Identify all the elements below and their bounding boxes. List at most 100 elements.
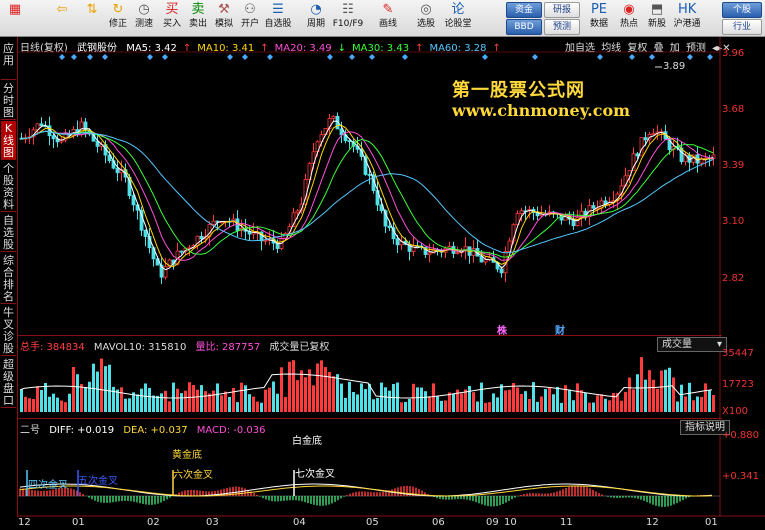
hk-button[interactable]: HK 沪港通 <box>673 1 700 35</box>
candle <box>107 154 112 162</box>
volume-bar <box>156 395 159 412</box>
stock-button[interactable]: 个股 <box>722 2 762 18</box>
volume-bar <box>696 396 699 412</box>
period-label[interactable]: 日线(复权) <box>20 43 68 54</box>
predict-button[interactable]: 预测 <box>685 43 706 54</box>
forum-icon: 论 <box>451 2 465 17</box>
volume-bar <box>708 389 711 412</box>
restore-rights-button[interactable]: 复权 <box>627 43 648 54</box>
volume-bar <box>576 383 579 412</box>
bbd-button[interactable]: BBD <box>506 19 542 35</box>
candle <box>143 229 148 237</box>
updown-button[interactable]: ⇅ <box>80 1 104 35</box>
volume-bar <box>672 377 675 412</box>
volume-bar <box>436 396 439 412</box>
volume-bar <box>600 394 603 412</box>
sell-button[interactable]: 卖卖出 <box>186 1 210 35</box>
volume-bar <box>424 391 427 412</box>
toolbar-button-label: F10/F9 <box>332 19 364 29</box>
signal-diamond-icon <box>349 54 355 60</box>
list-icon: ☰ <box>272 2 284 17</box>
toolbar-button-label: 测速 <box>134 19 153 29</box>
filter-button[interactable]: ◎ 选股 <box>414 1 438 35</box>
volume-bar <box>400 402 403 412</box>
candle <box>479 255 484 263</box>
volume-bar <box>572 400 575 412</box>
volume-bar <box>344 397 347 412</box>
toolbar-button-label: 修正 <box>108 19 127 29</box>
volume-bar <box>92 363 95 412</box>
toolbar-button-label: 热点 <box>619 19 638 29</box>
volume-bar <box>452 393 455 412</box>
volume-bar <box>496 397 499 412</box>
volume-bar <box>556 386 559 412</box>
sidebar-tab-intraday[interactable]: 分时图 <box>1 82 16 120</box>
newstock-button[interactable]: ⬒ 新股 <box>645 1 669 35</box>
candle <box>159 264 164 278</box>
toolbar-button-label: 新股 <box>647 19 666 29</box>
volume-bar <box>592 402 595 412</box>
forum-button[interactable]: 论论股堂 <box>444 1 471 35</box>
sidebar-tab-kline[interactable]: K线图 <box>1 121 16 160</box>
pe-icon: PE <box>590 2 608 17</box>
volume-bar <box>544 389 547 412</box>
signal-diamond-icon <box>649 54 655 60</box>
research-button[interactable]: 研报 <box>544 2 580 18</box>
volume-bar <box>152 395 155 412</box>
event-marker-finance[interactable]: 财 <box>555 326 565 337</box>
buy-button[interactable]: 买买入 <box>160 1 184 35</box>
cycle-button[interactable]: ◔ 周期 <box>304 1 328 35</box>
sidebar-tab-apps[interactable]: 应用 <box>1 41 16 80</box>
candle <box>499 268 504 274</box>
clock-button[interactable]: ◷ 测速 <box>132 1 156 35</box>
volume-bar <box>72 366 75 412</box>
volume-bar <box>620 400 623 412</box>
industry-button[interactable]: 行业 <box>722 19 762 35</box>
forecast-button[interactable]: 预测 <box>544 19 580 35</box>
event-marker-share[interactable]: 株 <box>497 326 507 337</box>
toolbar-button-label: 论股堂 <box>444 19 472 29</box>
volume-bar <box>268 387 271 412</box>
indicator-help-button[interactable]: 指标说明 <box>680 420 730 435</box>
hammer-button[interactable]: ⚒ 模拟 <box>212 1 236 35</box>
volume-bar <box>360 383 363 412</box>
sidebar-tab-profile[interactable]: 个股资料 <box>1 162 16 212</box>
f10-button[interactable]: ☷ F10/F9 <box>333 1 364 35</box>
ma60-line <box>21 130 714 254</box>
x-axis-label: 12 <box>18 517 31 528</box>
nav-arrows-icon[interactable]: ◂▸✕ <box>712 43 731 54</box>
pe-button[interactable]: PE 数据 <box>587 1 611 35</box>
capital-button[interactable]: 资金 <box>506 2 542 18</box>
volume-bar <box>492 393 495 412</box>
ma-button[interactable]: 均线 <box>601 43 622 54</box>
person-icon: ⚇ <box>244 2 256 17</box>
ma5-line <box>21 120 714 271</box>
add-watchlist-button[interactable]: 加自选 <box>565 43 595 54</box>
volume-indicator-select[interactable]: 成交量 ▾ <box>657 337 727 352</box>
mavol-line <box>19 373 713 399</box>
sidebar-tab-watchlist[interactable]: 自选股 <box>1 214 16 252</box>
sidebar-tab-orderbook[interactable]: 超级盘口 <box>1 358 16 408</box>
volume-bar <box>528 398 531 412</box>
list-button[interactable]: ☰ 自选股 <box>264 1 291 35</box>
macd-name[interactable]: 二号 <box>20 425 40 436</box>
volume-bar <box>588 402 591 412</box>
watermark-title: 第一股票公式网 <box>452 80 585 101</box>
volume-bar <box>236 402 239 412</box>
volume-bar <box>352 391 355 412</box>
sidebar-tab-diagnosis[interactable]: 牛叉诊股 <box>1 306 16 356</box>
person-button[interactable]: ⚇ 开户 <box>238 1 262 35</box>
sync-button[interactable]: ↻ 修正 <box>106 1 130 35</box>
volume-bar <box>208 393 211 412</box>
draw-button[interactable]: ✎ 画线 <box>376 1 400 35</box>
grid-button[interactable]: ▦ <box>3 1 27 35</box>
overlay-button[interactable]: 叠 <box>653 43 664 54</box>
volume-tick: 35447 <box>722 348 754 359</box>
back-button[interactable]: ⇦ <box>50 1 74 35</box>
add-button[interactable]: 加 <box>669 43 680 54</box>
toolbar-button-label: 画线 <box>378 19 397 29</box>
hot-button[interactable]: ◉ 热点 <box>617 1 641 35</box>
sidebar-tab-ranking[interactable]: 综合排名 <box>1 254 16 304</box>
candle <box>163 266 168 278</box>
